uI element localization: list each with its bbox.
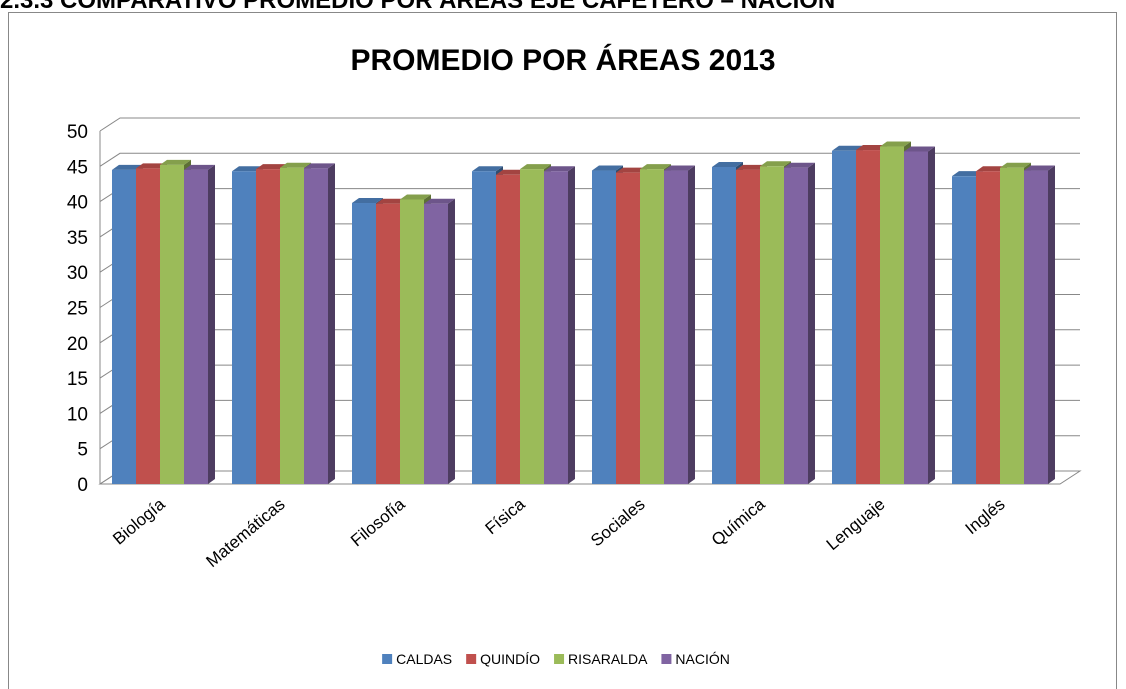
y-tick-label: 0 bbox=[77, 475, 88, 496]
heading: 2.3.3 COMPARATIVO PROMEDIO POR ÁREAS EJE… bbox=[0, 0, 835, 14]
bar bbox=[112, 169, 136, 484]
legend-label: RISARALDA bbox=[568, 651, 648, 667]
bar bbox=[760, 166, 784, 485]
y-tick-label: 50 bbox=[67, 122, 88, 143]
bar-top bbox=[376, 198, 407, 204]
bar bbox=[856, 150, 880, 484]
bar-top bbox=[472, 166, 503, 172]
bar-top bbox=[544, 166, 575, 172]
bar-top bbox=[352, 198, 383, 204]
bar-top bbox=[712, 162, 743, 168]
bar bbox=[640, 169, 664, 484]
bar bbox=[784, 167, 808, 484]
legend-swatch bbox=[382, 654, 393, 664]
legend-label: CALDAS bbox=[396, 651, 452, 667]
bar bbox=[832, 150, 856, 484]
bar bbox=[496, 174, 520, 484]
bar-side bbox=[328, 163, 335, 484]
bar-top bbox=[880, 141, 911, 147]
bar-top bbox=[1000, 162, 1031, 168]
bar-top bbox=[112, 164, 143, 170]
y-tick-label: 20 bbox=[67, 334, 88, 355]
y-tick-label: 25 bbox=[67, 299, 88, 320]
bar bbox=[424, 203, 448, 484]
grid-line bbox=[99, 152, 1080, 167]
bar-top bbox=[160, 159, 191, 165]
y-tick-label: 15 bbox=[67, 369, 88, 390]
bar bbox=[400, 199, 424, 484]
bar-top bbox=[520, 164, 551, 170]
bar-top bbox=[952, 171, 983, 177]
bar-top bbox=[736, 164, 767, 170]
bar bbox=[256, 169, 280, 484]
bar-top bbox=[304, 163, 335, 169]
bar-top bbox=[832, 145, 863, 151]
bar bbox=[520, 169, 544, 484]
legend-label: QUINDÍO bbox=[480, 651, 540, 667]
bar bbox=[232, 171, 256, 484]
bar bbox=[352, 203, 376, 484]
bar bbox=[1024, 170, 1048, 484]
bar bbox=[184, 169, 208, 484]
y-tick-label: 35 bbox=[67, 228, 88, 249]
y-tick-label: 10 bbox=[67, 404, 88, 425]
bar bbox=[736, 169, 760, 484]
bar-top bbox=[232, 166, 263, 172]
bar-top bbox=[496, 169, 527, 175]
legend-swatch bbox=[661, 654, 672, 664]
bar-top bbox=[856, 145, 887, 151]
bar-top bbox=[136, 163, 167, 169]
bar-top bbox=[616, 167, 647, 173]
bar bbox=[280, 167, 304, 484]
bar bbox=[976, 171, 1000, 484]
y-tick-label: 45 bbox=[67, 157, 88, 178]
bar-top bbox=[784, 162, 815, 168]
bar bbox=[880, 146, 904, 485]
bar bbox=[616, 172, 640, 485]
bar-top bbox=[400, 194, 431, 200]
bar bbox=[160, 164, 184, 484]
legend-swatch bbox=[554, 654, 565, 664]
bar-top bbox=[904, 146, 935, 152]
bar-top bbox=[1024, 165, 1055, 171]
bar-side bbox=[1048, 165, 1055, 484]
bar-top bbox=[184, 164, 215, 170]
bar-side bbox=[928, 146, 935, 484]
bar bbox=[1000, 167, 1024, 484]
legend-swatch bbox=[466, 654, 477, 664]
bar-top bbox=[640, 164, 671, 170]
legend-label: NACIÓN bbox=[675, 651, 729, 667]
bar bbox=[304, 168, 328, 484]
bar-top bbox=[664, 165, 695, 171]
bar bbox=[592, 170, 616, 484]
y-tick-label: 5 bbox=[77, 440, 88, 461]
bar-side bbox=[808, 162, 815, 484]
bar bbox=[952, 176, 976, 484]
bar-top bbox=[760, 161, 791, 167]
bar-top bbox=[976, 166, 1007, 172]
bar-top bbox=[280, 162, 311, 168]
grid-line bbox=[99, 117, 1080, 132]
bar-side bbox=[688, 165, 695, 484]
chart-title: PROMEDIO POR ÁREAS 2013 bbox=[350, 43, 775, 77]
y-tick-label: 30 bbox=[67, 263, 88, 284]
bar bbox=[136, 168, 160, 484]
bar-side bbox=[568, 166, 575, 484]
bar bbox=[544, 171, 568, 484]
bar bbox=[904, 151, 928, 484]
bar-top bbox=[424, 198, 455, 204]
y-tick-label: 40 bbox=[67, 193, 88, 214]
bar-side bbox=[208, 164, 215, 484]
bar bbox=[664, 170, 688, 484]
bar bbox=[376, 203, 400, 484]
bar-top bbox=[256, 164, 287, 170]
bar-side bbox=[448, 198, 455, 484]
bar bbox=[712, 167, 736, 485]
bar bbox=[472, 171, 496, 484]
bar-top bbox=[592, 165, 623, 171]
